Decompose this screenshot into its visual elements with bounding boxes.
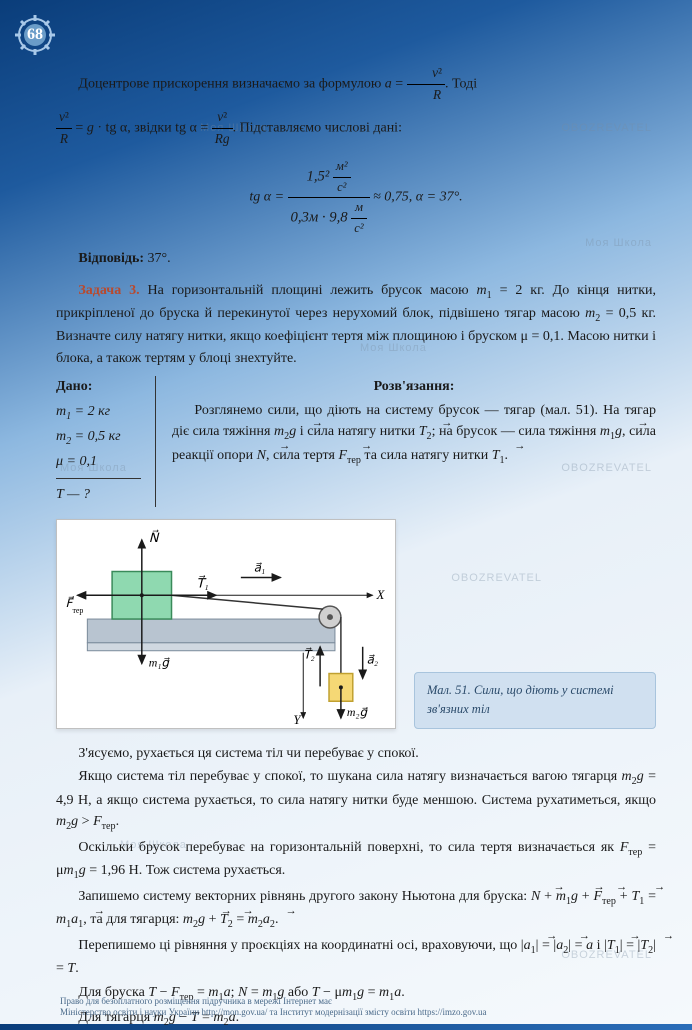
given-row: μ = 0,1 — [56, 450, 141, 474]
figure-51-diagram: N⃗ F⃗ тер T⃗₁ a⃗₁ X m₁g⃗ T⃗₂ — [56, 519, 396, 729]
page-content: Доцентрове прискорення визначаємо за фор… — [50, 55, 662, 984]
page-number-badge: 68 — [12, 12, 58, 58]
body-p5: Перепишемо ці рівняння у проєкціях на ко… — [56, 935, 656, 980]
body-p3: Оскільки брусок перебуває на горизонталь… — [56, 837, 656, 884]
given-column: Дано: m1 = 2 кг m2 = 0,5 кг μ = 0,1 T — … — [56, 376, 156, 507]
page-footer: Право для безоплатного розміщення підруч… — [60, 996, 486, 1019]
body-p4: Запишемо систему векторних рівнянь друго… — [56, 886, 656, 933]
intro-line1: Доцентрове прискорення визначаємо за фор… — [56, 63, 656, 105]
svg-text:тер: тер — [72, 606, 83, 615]
given-row: m1 = 2 кг — [56, 400, 141, 425]
text: ≈ 0,75, α = 37°. — [373, 190, 463, 205]
given-row: m2 = 0,5 кг — [56, 425, 141, 450]
given-solution-block: Дано: m1 = 2 кг m2 = 0,5 кг μ = 0,1 T — … — [56, 376, 656, 507]
svg-text:T⃗₂: T⃗₂ — [303, 646, 314, 661]
intro-line2: v²R = g · tg α, звідки tg α = v²Rg. Підс… — [56, 107, 656, 149]
given-find: T — ? — [56, 483, 141, 507]
text: . Тоді — [445, 76, 477, 91]
solution-p1: Розглянемо сили, що діють на систему бру… — [172, 400, 656, 469]
footer-line: Міністерство освіти і науки України http… — [60, 1007, 486, 1018]
svg-text:N⃗: N⃗ — [149, 529, 160, 544]
solution-header: Розв'язання: — [172, 376, 656, 398]
problem3-statement: Задача 3. На горизонтальній площині лежи… — [56, 280, 656, 370]
figure-row: N⃗ F⃗ тер T⃗₁ a⃗₁ X m₁g⃗ T⃗₂ — [56, 519, 656, 729]
svg-text:m₂g⃗: m₂g⃗ — [347, 705, 369, 719]
caption-label: Мал. 51. — [427, 683, 471, 697]
answer-label: Відповідь: — [78, 251, 144, 266]
answer-line: Відповідь: 37°. — [56, 248, 656, 270]
page-number: 68 — [27, 23, 43, 48]
body-p2: Якщо система тіл перебуває у спокої, то … — [56, 766, 656, 835]
given-header: Дано: — [56, 376, 141, 398]
text: tg α = — [249, 190, 287, 205]
svg-text:m₁g⃗: m₁g⃗ — [149, 655, 171, 669]
text: . Підставляємо числові дані: — [233, 121, 402, 136]
svg-text:a⃗₂: a⃗₂ — [367, 652, 378, 666]
footer-line: Право для безоплатного розміщення підруч… — [60, 996, 486, 1007]
divider — [56, 478, 141, 479]
text: Доцентрове прискорення визначаємо за фор… — [78, 76, 384, 91]
svg-text:Y: Y — [293, 713, 302, 727]
svg-text:a⃗₁: a⃗₁ — [254, 560, 265, 574]
figure-caption: Мал. 51. Сили, що діють у системі зв'язн… — [414, 672, 656, 729]
svg-text:X: X — [376, 588, 386, 602]
svg-text:T⃗₁: T⃗₁ — [196, 575, 208, 590]
problem-number: Задача 3. — [78, 283, 139, 298]
body-p1: З'ясуємо, рухається ця система тіл чи пе… — [56, 743, 656, 765]
calculation-formula: tg α = 1,5² м²c² 0,3м · 9,8 мc² ≈ 0,75, … — [56, 157, 656, 238]
answer-value: 37°. — [148, 251, 171, 266]
solution-column: Розв'язання: Розглянемо сили, що діють н… — [156, 376, 656, 470]
